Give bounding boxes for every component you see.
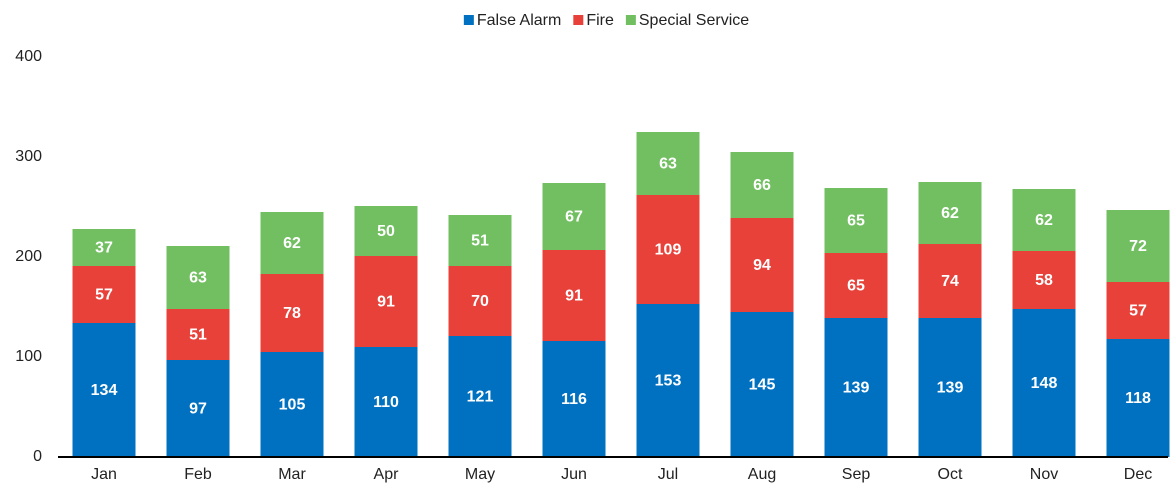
bar-segment	[260, 212, 324, 274]
value-label: 37	[95, 240, 113, 257]
bar-segment	[166, 246, 230, 309]
bar-segment	[636, 195, 700, 304]
value-label: 62	[283, 235, 301, 252]
bar-segment	[730, 152, 794, 218]
bar-segment	[166, 309, 230, 360]
value-label: 57	[1129, 303, 1147, 320]
y-tick-label: 0	[33, 448, 42, 465]
y-tick-label: 100	[15, 348, 42, 365]
value-label: 62	[1035, 212, 1053, 229]
bar-segment	[636, 304, 700, 457]
y-tick-label: 200	[15, 248, 42, 265]
bar-segment	[542, 341, 606, 457]
value-label: 121	[467, 389, 494, 406]
bar-segment	[730, 312, 794, 457]
bar-segment	[730, 218, 794, 312]
y-tick-label: 300	[15, 148, 42, 165]
bar-segment	[448, 215, 512, 266]
value-label: 145	[749, 377, 776, 394]
bar-segment	[542, 250, 606, 341]
y-tick-label: 400	[15, 48, 42, 65]
bar-segment	[260, 274, 324, 352]
x-tick-label: Oct	[938, 466, 963, 483]
value-label: 72	[1129, 238, 1147, 255]
value-label: 97	[189, 401, 207, 418]
value-label: 110	[373, 394, 399, 411]
value-label: 91	[377, 294, 395, 311]
bar-segment	[260, 352, 324, 457]
bar-segment	[354, 347, 418, 457]
x-tick-label: Dec	[1124, 466, 1152, 483]
value-label: 116	[561, 391, 587, 408]
bar-segment	[1012, 251, 1076, 309]
value-label: 63	[659, 156, 677, 173]
x-tick-label: Mar	[278, 466, 306, 483]
value-label: 105	[279, 397, 306, 414]
value-label: 65	[847, 213, 865, 230]
value-label: 62	[941, 205, 959, 222]
x-tick-label: Nov	[1030, 466, 1058, 483]
bar-segment	[1012, 309, 1076, 457]
bar-segment	[1106, 339, 1170, 457]
bar-segment	[1106, 210, 1170, 282]
bar-segment	[72, 323, 136, 457]
value-label: 109	[655, 242, 682, 259]
x-tick-label: May	[465, 466, 495, 483]
bar-segment	[448, 336, 512, 457]
bar-segment	[354, 256, 418, 347]
bar-segment	[918, 318, 982, 457]
bar-segment	[1012, 189, 1076, 251]
value-label: 91	[565, 288, 583, 305]
value-label: 78	[283, 305, 301, 322]
value-label: 58	[1035, 272, 1053, 289]
value-label: 153	[655, 373, 682, 390]
bar-segment	[918, 244, 982, 318]
legend-swatch	[463, 15, 474, 25]
value-label: 70	[471, 293, 489, 310]
value-label: 139	[937, 380, 964, 397]
bar-segment	[72, 266, 136, 323]
bar-segment	[918, 182, 982, 244]
x-tick-label: Feb	[184, 466, 212, 483]
x-tick-label: Jul	[658, 466, 678, 483]
value-label: 65	[847, 278, 865, 295]
value-label: 148	[1031, 375, 1058, 392]
x-tick-label: Sep	[842, 466, 871, 483]
legend-swatch	[573, 15, 584, 25]
value-label: 66	[753, 177, 771, 194]
legend-label: Fire	[586, 12, 614, 29]
legend-swatch	[625, 15, 636, 25]
value-label: 63	[189, 270, 207, 287]
bar-segment	[1106, 282, 1170, 339]
x-tick-label: Jan	[91, 466, 117, 483]
bar-segment	[166, 360, 230, 457]
value-label: 51	[189, 327, 207, 344]
value-label: 51	[471, 233, 489, 250]
bar-segment	[824, 253, 888, 318]
x-tick-label: Jun	[561, 466, 587, 483]
value-label: 57	[95, 287, 113, 304]
value-label: 134	[91, 382, 118, 399]
bar-segment	[824, 188, 888, 253]
bar-segment	[636, 132, 700, 195]
bar-segment	[824, 318, 888, 457]
bar-segment	[72, 229, 136, 266]
value-label: 67	[565, 209, 583, 226]
legend-label: Special Service	[639, 12, 749, 29]
value-label: 118	[1125, 390, 1151, 407]
value-label: 139	[843, 380, 870, 397]
legend-label: False Alarm	[477, 12, 561, 29]
bar-segment	[542, 183, 606, 250]
bar-segment	[354, 206, 418, 256]
x-tick-label: Apr	[374, 466, 400, 483]
bar-segment	[448, 266, 512, 336]
value-label: 94	[753, 257, 771, 274]
x-tick-label: Aug	[748, 466, 776, 483]
value-label: 50	[377, 223, 395, 240]
value-label: 74	[941, 273, 959, 290]
